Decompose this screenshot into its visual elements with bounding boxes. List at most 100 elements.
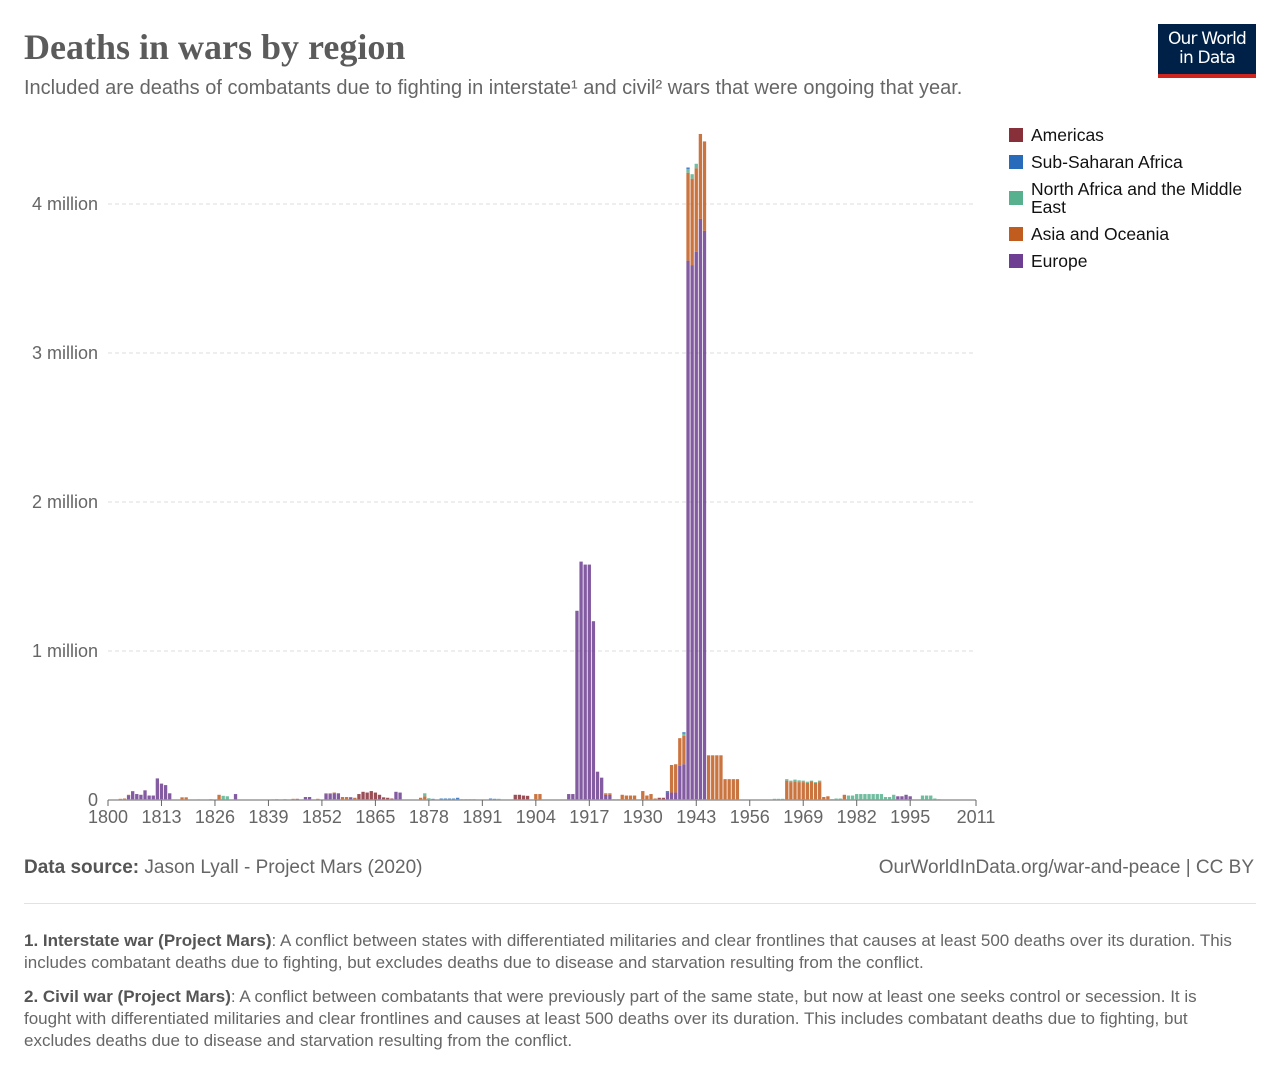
- bar-segment-europe[interactable]: [233, 794, 238, 800]
- bar-segment-asia-and-oceania[interactable]: [805, 782, 809, 800]
- bar-segment-asia-and-oceania[interactable]: [534, 794, 538, 800]
- bar-segment-europe[interactable]: [669, 792, 674, 800]
- bar-segment-north-africa-and-the-middle-east[interactable]: [818, 780, 822, 783]
- bar-stack-1827[interactable]: [217, 794, 221, 800]
- bar-segment-north-africa-and-the-middle-east[interactable]: [929, 795, 933, 800]
- bar-segment-north-africa-and-the-middle-east[interactable]: [427, 798, 431, 800]
- bar-stack-1919[interactable]: [595, 771, 600, 800]
- bar-stack-1946[interactable]: [706, 755, 711, 800]
- bar-stack-1986[interactable]: [871, 794, 875, 800]
- bar-segment-americas[interactable]: [361, 791, 365, 800]
- bar-stack-1863[interactable]: [365, 792, 369, 800]
- bar-stack-1914[interactable]: [575, 610, 579, 800]
- bar-segment-europe[interactable]: [575, 610, 579, 800]
- bar-segment-asia-and-oceania[interactable]: [822, 797, 826, 800]
- bar-stack-1828[interactable]: [221, 795, 225, 800]
- bar-stack-1941[interactable]: [686, 167, 690, 800]
- bar-segment-europe[interactable]: [131, 791, 135, 800]
- source-url-link[interactable]: OurWorldInData.org/war-and-peace | CC BY: [878, 857, 1254, 878]
- bar-stack-1942[interactable]: [690, 174, 694, 801]
- bar-segment-europe[interactable]: [694, 251, 698, 800]
- bar-segment-north-africa-and-the-middle-east[interactable]: [920, 795, 925, 800]
- bar-segment-europe[interactable]: [143, 790, 147, 800]
- bar-segment-asia-and-oceania[interactable]: [344, 797, 349, 800]
- bar-segment-asia-and-oceania[interactable]: [604, 793, 608, 795]
- bar-segment-north-africa-and-the-middle-east[interactable]: [801, 780, 805, 783]
- bar-stack-1982[interactable]: [855, 794, 859, 800]
- bar-stack-1868[interactable]: [386, 797, 390, 800]
- bar-segment-north-africa-and-the-middle-east[interactable]: [423, 793, 427, 797]
- legend-item-asia-and-oceania[interactable]: Asia and Oceania: [1009, 225, 1271, 243]
- bar-segment-north-africa-and-the-middle-east[interactable]: [875, 794, 879, 800]
- bar-stack-1973[interactable]: [818, 780, 822, 800]
- bar-stack-1936[interactable]: [665, 791, 670, 800]
- bar-segment-north-africa-and-the-middle-east[interactable]: [785, 779, 789, 781]
- bar-stack-1937[interactable]: [669, 764, 674, 800]
- bar-stack-1899[interactable]: [513, 794, 517, 800]
- bar-stack-1815[interactable]: [168, 793, 172, 800]
- bar-segment-americas[interactable]: [373, 792, 378, 800]
- bar-segment-north-africa-and-the-middle-east[interactable]: [867, 794, 871, 800]
- bar-segment-americas[interactable]: [521, 795, 526, 800]
- bar-segment-europe[interactable]: [332, 793, 336, 800]
- bar-stack-1831[interactable]: [233, 794, 238, 800]
- bar-segment-asia-and-oceania[interactable]: [793, 781, 797, 800]
- bar-stack-1917[interactable]: [587, 564, 591, 800]
- bar-segment-north-africa-and-the-middle-east[interactable]: [924, 795, 929, 800]
- bar-stack-1968[interactable]: [797, 780, 801, 800]
- bar-stack-1945[interactable]: [702, 141, 707, 800]
- bar-segment-europe[interactable]: [908, 796, 912, 800]
- bar-segment-asia-and-oceania[interactable]: [813, 782, 818, 800]
- bar-segment-north-africa-and-the-middle-east[interactable]: [686, 168, 690, 173]
- bar-segment-asia-and-oceania[interactable]: [641, 791, 645, 800]
- bar-segment-asia-and-oceania[interactable]: [785, 780, 789, 800]
- bar-stack-1862[interactable]: [361, 791, 365, 800]
- bar-segment-asia-and-oceania[interactable]: [628, 795, 633, 800]
- legend-item-americas[interactable]: Americas: [1009, 126, 1271, 144]
- bar-segment-americas[interactable]: [525, 795, 530, 800]
- bar-stack-1912[interactable]: [567, 794, 571, 800]
- bar-segment-asia-and-oceania[interactable]: [789, 782, 793, 800]
- bar-segment-asia-and-oceania[interactable]: [353, 797, 357, 800]
- bar-segment-europe[interactable]: [126, 795, 131, 800]
- bar-segment-asia-and-oceania[interactable]: [624, 795, 628, 800]
- bar-segment-north-africa-and-the-middle-east[interactable]: [221, 795, 225, 800]
- bar-stack-1807[interactable]: [135, 794, 139, 800]
- bar-segment-europe[interactable]: [147, 795, 151, 800]
- bar-stack-1805[interactable]: [126, 794, 131, 800]
- bar-segment-north-africa-and-the-middle-east[interactable]: [694, 163, 698, 169]
- bar-stack-1902[interactable]: [525, 795, 530, 800]
- bar-stack-1818[interactable]: [180, 797, 184, 800]
- bar-stack-1853[interactable]: [324, 793, 328, 800]
- bar-stack-1947[interactable]: [711, 755, 715, 800]
- bar-stack-1876[interactable]: [418, 797, 423, 800]
- bar-stack-1951[interactable]: [727, 779, 731, 800]
- bar-stack-1969[interactable]: [801, 780, 805, 800]
- bar-stack-1953[interactable]: [735, 779, 740, 800]
- bar-stack-1809[interactable]: [143, 790, 147, 800]
- bar-stack-1860[interactable]: [353, 797, 357, 800]
- bar-stack-1952[interactable]: [731, 779, 735, 800]
- bar-stack-1966[interactable]: [789, 780, 793, 800]
- bar-segment-north-africa-and-the-middle-east[interactable]: [805, 781, 809, 783]
- bar-segment-north-africa-and-the-middle-east[interactable]: [789, 780, 793, 783]
- bar-stack-1983[interactable]: [859, 794, 863, 800]
- bar-segment-north-africa-and-the-middle-east[interactable]: [846, 795, 851, 800]
- bar-stack-1985[interactable]: [867, 794, 871, 800]
- bar-segment-asia-and-oceania[interactable]: [842, 794, 847, 800]
- bar-segment-europe[interactable]: [579, 561, 583, 800]
- bar-stack-1922[interactable]: [608, 793, 612, 800]
- bar-stack-1971[interactable]: [809, 780, 814, 800]
- bar-segment-europe[interactable]: [904, 794, 908, 800]
- bar-stack-1979[interactable]: [842, 794, 847, 800]
- bar-segment-europe[interactable]: [168, 793, 172, 800]
- bar-segment-north-africa-and-the-middle-east[interactable]: [797, 780, 801, 783]
- bar-segment-asia-and-oceania[interactable]: [678, 738, 682, 766]
- bar-segment-asia-and-oceania[interactable]: [608, 793, 612, 795]
- bar-segment-americas[interactable]: [365, 792, 369, 800]
- bar-stack-1935[interactable]: [661, 797, 666, 800]
- bar-segment-asia-and-oceania[interactable]: [711, 755, 715, 800]
- bar-stack-1992[interactable]: [896, 796, 900, 800]
- bar-segment-asia-and-oceania[interactable]: [674, 764, 678, 793]
- bar-segment-europe[interactable]: [599, 777, 604, 800]
